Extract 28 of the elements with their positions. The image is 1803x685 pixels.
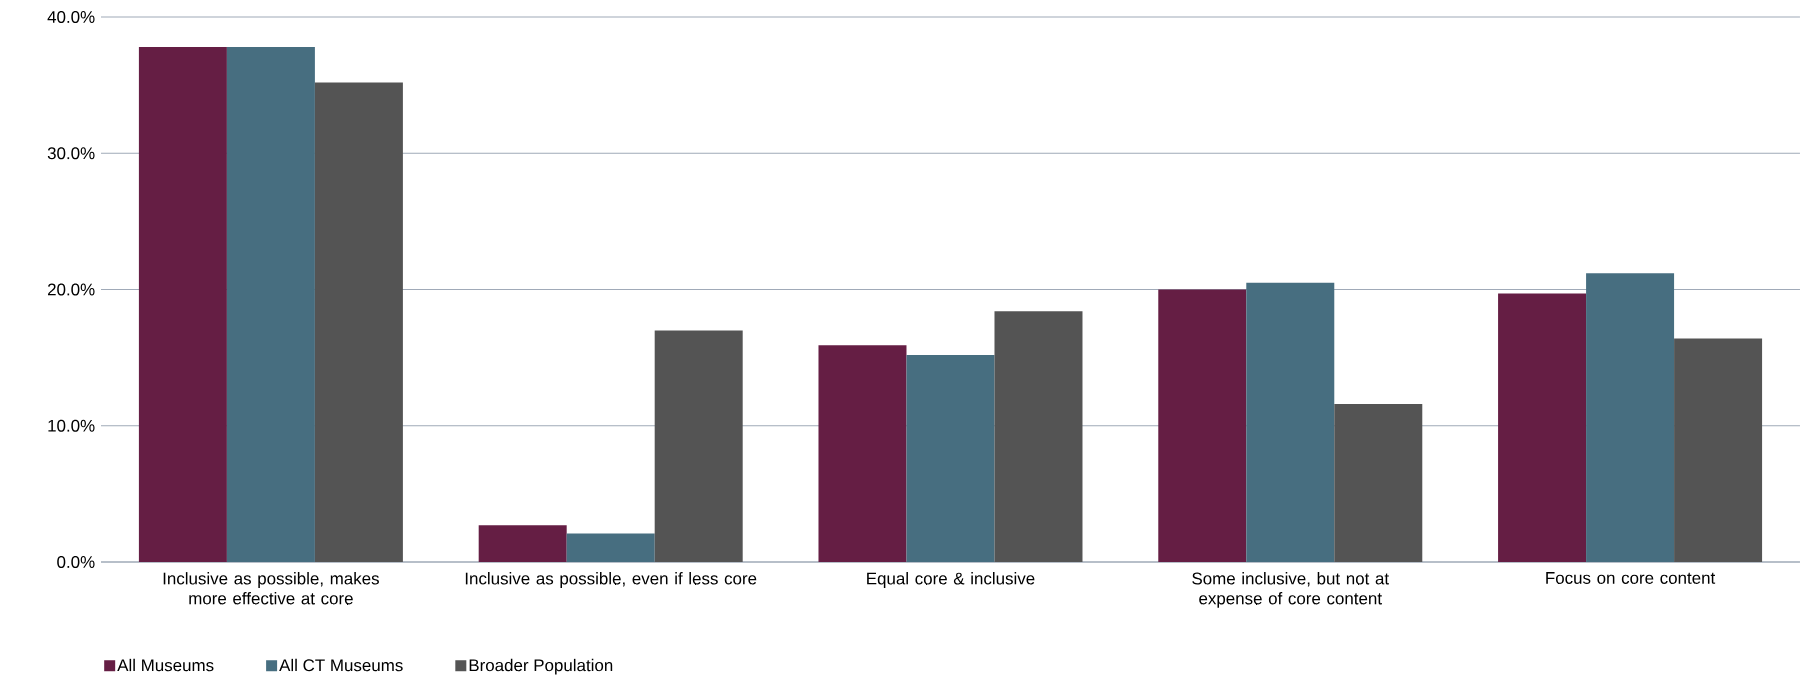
x-tick-label: Equal core & inclusive: [867, 572, 1035, 588]
bar: [1498, 293, 1587, 562]
bar: [314, 82, 403, 562]
y-tick-label: 0.0%: [57, 556, 95, 568]
bar: [1158, 289, 1247, 562]
bar: [1246, 282, 1335, 562]
y-tick-label: 40.0%: [47, 11, 95, 23]
bar: [226, 46, 315, 562]
bar: [1334, 403, 1423, 562]
bar: [1586, 273, 1675, 562]
bar: [818, 345, 907, 562]
x-tick-label: Inclusive as possible, even if less core: [465, 572, 757, 588]
bar: [994, 311, 1083, 562]
legend-label: Broader Population: [469, 658, 613, 675]
bar: [566, 533, 655, 562]
legend-label: All CT Museums: [279, 658, 403, 672]
bar: [906, 354, 995, 562]
legend-label: All Museums: [117, 658, 214, 672]
bar: [138, 46, 227, 562]
bar: [654, 330, 743, 562]
y-tick-label: 10.0%: [48, 419, 95, 432]
x-tick-label: Inclusive as possible, makes more effective at core: [163, 572, 379, 605]
bar: [478, 525, 567, 562]
y-tick-label: 20.0%: [47, 283, 95, 296]
bar: [1674, 338, 1763, 562]
x-tick-label: Some inclusive, but not at expense of core content: [1192, 572, 1389, 608]
x-tick-label: Focus on core content: [1546, 572, 1716, 584]
y-tick-label: 30.0%: [47, 147, 95, 160]
